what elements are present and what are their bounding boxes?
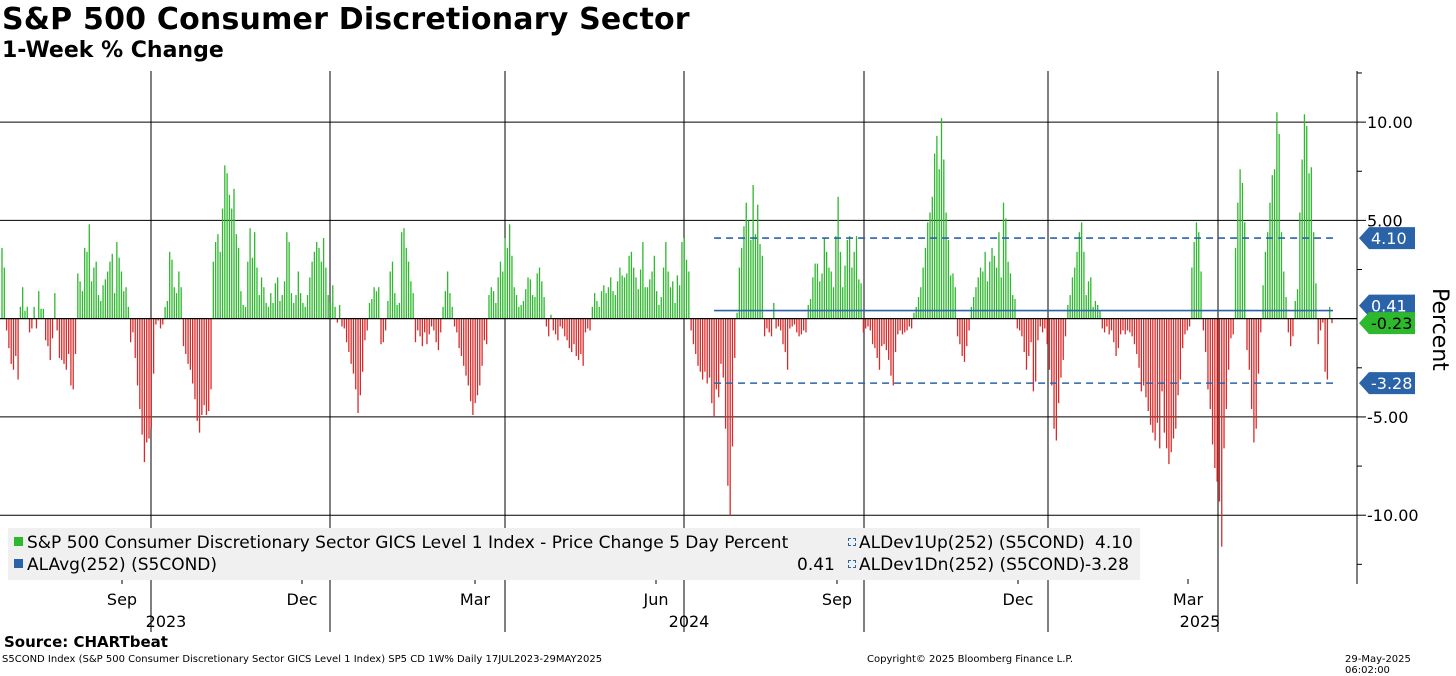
y-tick-label: -5.00 xyxy=(1367,408,1408,427)
x-tick-label: Jun xyxy=(643,590,669,609)
y-tick-label: -10.00 xyxy=(1367,506,1419,525)
footer-timestamp: 29-May-2025 06:02:00 xyxy=(1345,654,1411,676)
badge-up-dev xyxy=(1359,227,1415,250)
badge-down-dev xyxy=(1359,372,1415,395)
x-tick-label: Dec xyxy=(1003,590,1034,609)
legend-avg-value: 0.41 xyxy=(797,555,835,575)
badge-last-value xyxy=(1359,312,1415,335)
legend-dn-label: ALDev1Dn(252) (S5COND) xyxy=(859,555,1086,575)
legend-entry-dn: ALDev1Dn(252) (S5COND) xyxy=(848,555,1085,575)
legend-entry-up: ALDev1Up(252) (S5COND) xyxy=(848,533,1085,553)
legend-up-value: 4.10 xyxy=(1095,533,1133,553)
legend-up-label: ALDev1Up(252) (S5COND) xyxy=(859,533,1085,553)
source-note: Source: CHARTbeat xyxy=(4,633,168,651)
dashed-square-icon xyxy=(848,538,856,546)
x-year-label: 2025 xyxy=(1180,612,1221,631)
legend-entry-avg: ALAvg(252) (S5COND) xyxy=(14,555,217,575)
badge-down-dev-label: -3.28 xyxy=(1371,374,1412,393)
chart-subtitle: 1-Week % Change xyxy=(2,38,224,63)
x-tick-label: Dec xyxy=(287,590,318,609)
chart-title: S&P 500 Consumer Discretionary Sector xyxy=(2,2,690,37)
legend-avg-label: ALAvg(252) (S5COND) xyxy=(27,555,218,575)
legend-entry-series: S&P 500 Consumer Discretionary Sector GI… xyxy=(14,533,788,553)
x-tick-label: Sep xyxy=(107,590,137,609)
y-axis-label: Percent xyxy=(1427,288,1452,371)
dashed-square-icon xyxy=(848,560,856,568)
x-year-label: 2024 xyxy=(669,612,710,631)
blue-square-icon xyxy=(14,559,23,568)
legend-series-label: S&P 500 Consumer Discretionary Sector GI… xyxy=(27,533,789,553)
x-tick-label: Mar xyxy=(460,590,491,609)
x-tick-label: Sep xyxy=(822,590,852,609)
badge-up-dev-label: 4.10 xyxy=(1371,229,1407,248)
footer-copyright: Copyright© 2025 Bloomberg Finance L.P. xyxy=(867,654,1074,665)
green-square-icon xyxy=(14,537,23,546)
badge-avg xyxy=(1359,294,1415,317)
badge-avg-label: 0.41 xyxy=(1371,297,1407,316)
x-year-label: 2023 xyxy=(146,612,187,631)
legend-dn-value: -3.28 xyxy=(1085,555,1129,575)
y-tick-label: 10.00 xyxy=(1367,113,1413,132)
footer-index-info: S5COND Index (S&P 500 Consumer Discretio… xyxy=(2,654,603,665)
badge-last-value-label: -0.23 xyxy=(1371,314,1412,333)
legend-box: S&P 500 Consumer Discretionary Sector GI… xyxy=(8,528,1140,580)
y-tick-label: 5.00 xyxy=(1367,211,1403,230)
x-tick-label: Mar xyxy=(1173,590,1204,609)
